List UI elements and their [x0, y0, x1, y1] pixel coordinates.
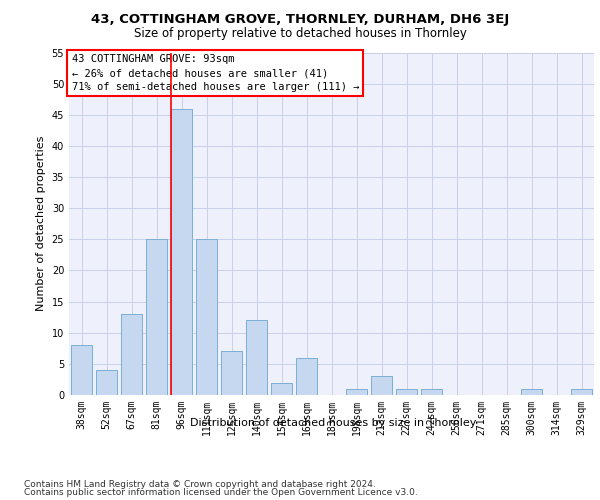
Text: Contains HM Land Registry data © Crown copyright and database right 2024.: Contains HM Land Registry data © Crown c… [24, 480, 376, 489]
Bar [221, 352, 242, 395]
Bar [71, 345, 92, 395]
Bar [421, 389, 442, 395]
Bar [346, 389, 367, 395]
Bar [121, 314, 142, 395]
Y-axis label: Number of detached properties: Number of detached properties [36, 136, 46, 312]
Bar [271, 382, 292, 395]
Bar [171, 108, 192, 395]
Bar [246, 320, 267, 395]
Bar [396, 389, 417, 395]
Text: 43 COTTINGHAM GROVE: 93sqm
← 26% of detached houses are smaller (41)
71% of semi: 43 COTTINGHAM GROVE: 93sqm ← 26% of deta… [71, 54, 359, 92]
Text: Size of property relative to detached houses in Thornley: Size of property relative to detached ho… [134, 28, 466, 40]
Bar [146, 240, 167, 395]
Bar [371, 376, 392, 395]
Text: Distribution of detached houses by size in Thornley: Distribution of detached houses by size … [190, 418, 476, 428]
Text: 43, COTTINGHAM GROVE, THORNLEY, DURHAM, DH6 3EJ: 43, COTTINGHAM GROVE, THORNLEY, DURHAM, … [91, 12, 509, 26]
Bar [571, 389, 592, 395]
Bar [296, 358, 317, 395]
Text: Contains public sector information licensed under the Open Government Licence v3: Contains public sector information licen… [24, 488, 418, 497]
Bar [96, 370, 117, 395]
Bar [521, 389, 542, 395]
Bar [196, 240, 217, 395]
